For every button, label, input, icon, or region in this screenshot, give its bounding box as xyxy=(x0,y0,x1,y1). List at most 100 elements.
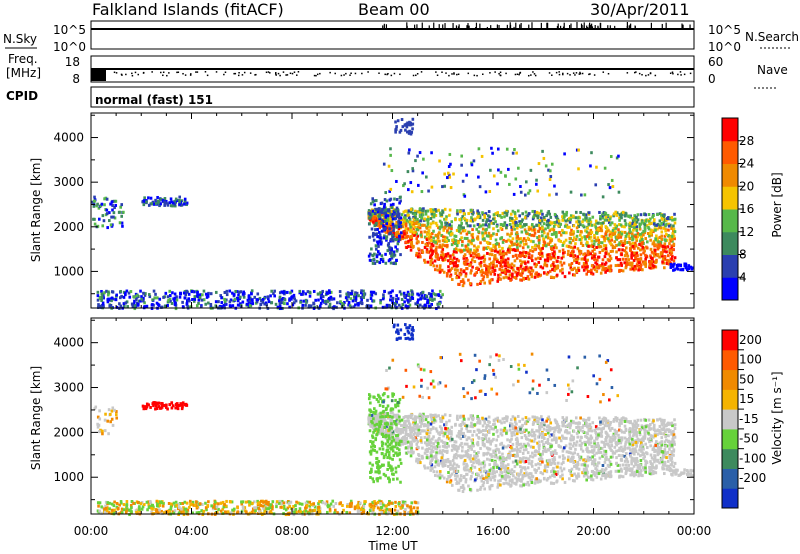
power-echo xyxy=(467,278,470,282)
nsky-right-tick-top: 10^5 xyxy=(708,23,741,37)
power-echo xyxy=(548,169,552,173)
power-echo xyxy=(601,268,604,272)
power-echo xyxy=(576,257,580,261)
power-echo xyxy=(154,198,157,202)
power-echo xyxy=(631,217,635,221)
velocity-echo xyxy=(298,507,302,511)
power-echo xyxy=(536,274,540,278)
power-echo xyxy=(478,216,482,220)
power-echo xyxy=(569,245,573,249)
velocity-echo xyxy=(251,501,254,505)
y-tick-label: 1000 xyxy=(53,264,84,278)
power-echo xyxy=(634,241,637,245)
velocity-echo xyxy=(259,504,262,508)
power-echo xyxy=(539,265,543,269)
power-echo xyxy=(521,253,524,257)
power-echo xyxy=(527,191,530,195)
power-echo xyxy=(323,300,327,304)
power-echo xyxy=(633,223,636,227)
power-echo xyxy=(415,227,419,231)
power-echo xyxy=(489,247,492,251)
power-echo xyxy=(248,304,252,308)
power-data-layer xyxy=(91,117,694,311)
velocity-echo xyxy=(112,504,116,508)
power-echo xyxy=(428,256,432,260)
power-echo xyxy=(447,254,450,258)
power-echo xyxy=(525,223,528,227)
power-echo xyxy=(579,238,583,242)
power-echo xyxy=(392,252,396,256)
power-echo xyxy=(237,293,240,297)
power-echo xyxy=(574,242,577,246)
power-echo xyxy=(536,215,540,219)
power-echo xyxy=(614,226,618,230)
velocity-echo xyxy=(257,509,261,513)
power-echo xyxy=(542,271,546,275)
velocity-echo xyxy=(134,509,138,513)
power-echo xyxy=(394,120,397,124)
power-echo xyxy=(421,250,425,254)
power-echo xyxy=(587,235,591,239)
power-echo xyxy=(498,250,502,254)
power-echo xyxy=(567,249,570,253)
power-echo xyxy=(410,190,414,194)
power-echo xyxy=(344,296,348,300)
power-echo xyxy=(572,224,576,228)
power-echo xyxy=(446,252,450,256)
power-echo xyxy=(373,233,377,237)
power-echo xyxy=(607,266,610,270)
power-echo xyxy=(540,252,544,256)
power-echo xyxy=(513,148,516,152)
velocity-echo xyxy=(219,501,223,505)
power-echo xyxy=(472,255,475,259)
power-echo xyxy=(388,225,392,229)
power-echo xyxy=(617,263,621,267)
power-echo xyxy=(514,276,518,280)
power-echo xyxy=(608,269,612,273)
power-echo xyxy=(445,240,449,244)
velocity-echo xyxy=(522,442,526,446)
power-echo xyxy=(490,146,493,150)
power-echo xyxy=(611,185,615,189)
nave-dot xyxy=(293,71,296,73)
power-echo xyxy=(667,262,671,266)
power-echo xyxy=(618,216,621,220)
nave-dot xyxy=(467,72,470,75)
power-echo xyxy=(508,273,512,277)
power-echo xyxy=(595,262,599,266)
power-echo xyxy=(600,234,604,238)
power-echo xyxy=(443,172,446,176)
power-echo xyxy=(518,220,521,224)
power-echo xyxy=(577,266,580,270)
power-echo xyxy=(600,241,604,245)
power-echo xyxy=(393,214,397,218)
power-echo xyxy=(390,256,394,260)
power-echo xyxy=(524,261,527,265)
velocity-echo xyxy=(470,447,474,451)
power-echo xyxy=(120,203,124,207)
power-echo xyxy=(428,232,432,236)
nave-dot xyxy=(473,74,476,77)
velocity-echo xyxy=(546,431,550,435)
power-echo xyxy=(446,176,449,180)
velocity-echo xyxy=(601,422,605,426)
power-echo xyxy=(609,264,613,268)
power-echo xyxy=(270,289,273,293)
power-echo xyxy=(568,263,571,267)
velocity-echo xyxy=(291,508,295,512)
power-echo xyxy=(582,252,585,256)
velocity-echo xyxy=(498,473,502,477)
power-echo xyxy=(652,264,656,268)
power-echo xyxy=(587,219,591,223)
velocity-echo xyxy=(110,417,114,421)
power-echo xyxy=(298,289,302,293)
velocity-echo xyxy=(397,502,401,506)
power-echo xyxy=(374,214,378,218)
power-echo xyxy=(379,298,382,302)
power-echo xyxy=(431,261,434,265)
power-echo xyxy=(505,213,509,217)
power-echo xyxy=(511,221,515,225)
power-echo xyxy=(639,235,643,239)
power-echo xyxy=(406,130,409,134)
power-echo xyxy=(409,248,413,252)
